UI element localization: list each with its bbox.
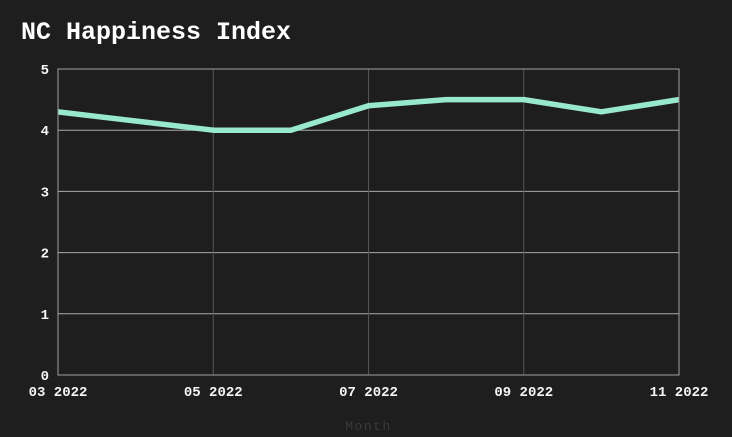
chart-title: NC Happiness Index [21, 18, 292, 47]
y-tick-label: 1 [41, 308, 49, 324]
x-tick-label: 05 2022 [184, 385, 243, 401]
y-tick-label: 2 [41, 247, 49, 263]
y-tick-label: 0 [41, 369, 49, 385]
x-tick-label: 07 2022 [339, 385, 398, 401]
x-tick-label: 11 2022 [650, 385, 709, 401]
y-tick-label: 3 [41, 185, 49, 201]
x-axis-title: Month [345, 419, 392, 434]
happiness-index-line [57, 96, 680, 133]
x-tick-label: 03 2022 [29, 385, 88, 401]
y-tick-label: 4 [41, 124, 49, 140]
y-tick-label: 5 [41, 63, 49, 79]
x-tick-label: 09 2022 [494, 385, 553, 401]
plot-border [57, 68, 680, 376]
